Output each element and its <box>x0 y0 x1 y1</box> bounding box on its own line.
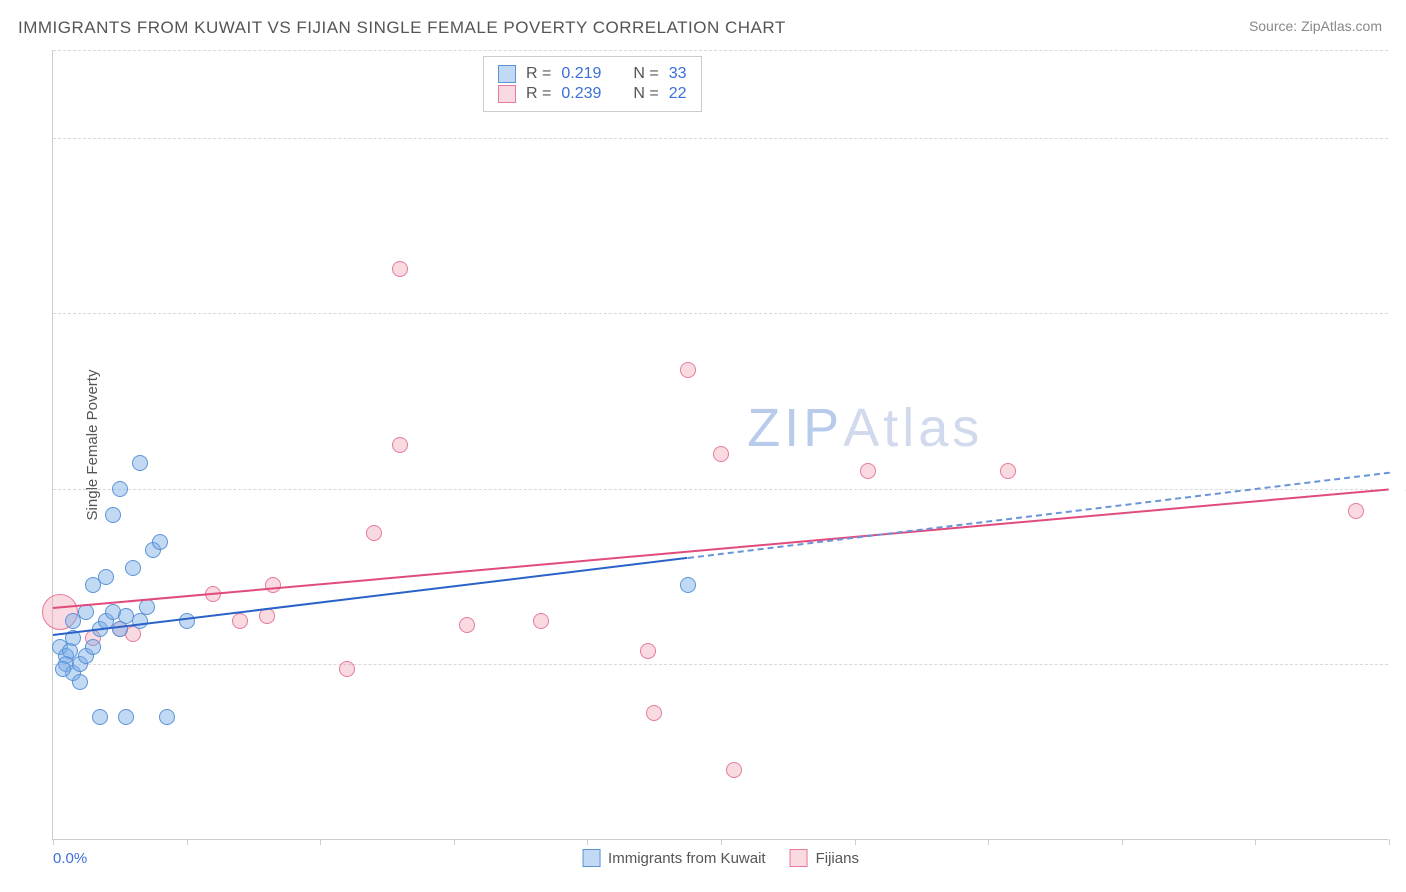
scatter-point-kuwait <box>159 709 175 725</box>
legend-swatch-blue <box>498 65 516 83</box>
xtick-mark <box>53 839 54 845</box>
scatter-point-kuwait <box>152 534 168 550</box>
scatter-point-kuwait <box>55 661 71 677</box>
scatter-point-kuwait <box>125 560 141 576</box>
r-label: R = <box>526 65 551 83</box>
legend-swatch-blue <box>582 849 600 867</box>
r-value: 0.219 <box>561 65 601 83</box>
gridline <box>53 664 1388 665</box>
xtick-mark <box>1122 839 1123 845</box>
scatter-point-fijians <box>232 613 248 629</box>
scatter-point-kuwait <box>112 481 128 497</box>
chart-title: IMMIGRANTS FROM KUWAIT VS FIJIAN SINGLE … <box>18 18 786 38</box>
ytick-label: 80.0% <box>1394 129 1406 146</box>
xtick-mark <box>187 839 188 845</box>
legend-label: Immigrants from Kuwait <box>608 850 766 867</box>
r-label: R = <box>526 85 551 103</box>
legend-stats-row: R = 0.239 N = 22 <box>498 85 687 103</box>
gridline <box>53 489 1388 490</box>
scatter-point-kuwait <box>118 709 134 725</box>
legend-stats: R = 0.219 N = 33 R = 0.239 N = 22 <box>483 56 702 112</box>
watermark: ZIPAtlas <box>747 397 983 459</box>
scatter-point-fijians <box>713 446 729 462</box>
gridline <box>53 313 1388 314</box>
n-label: N = <box>633 65 658 83</box>
yaxis-title: Single Female Poverty <box>84 369 101 520</box>
legend-item: Immigrants from Kuwait <box>582 849 766 867</box>
ytick-label: 40.0% <box>1394 480 1406 497</box>
trendline-fijians <box>53 489 1389 609</box>
scatter-point-fijians <box>726 762 742 778</box>
xtick-mark <box>721 839 722 845</box>
scatter-point-fijians <box>646 705 662 721</box>
legend-stats-row: R = 0.219 N = 33 <box>498 65 687 83</box>
scatter-point-fijians <box>860 463 876 479</box>
plot-area: Single Female Poverty ZIPAtlas R = 0.219… <box>52 50 1388 840</box>
scatter-point-kuwait <box>179 613 195 629</box>
trendline-kuwait-solid <box>53 557 688 636</box>
gridline <box>53 138 1388 139</box>
scatter-point-kuwait <box>105 507 121 523</box>
scatter-point-fijians <box>392 261 408 277</box>
scatter-point-fijians <box>680 362 696 378</box>
legend-bottom: Immigrants from Kuwait Fijians <box>582 849 859 867</box>
legend-swatch-pink <box>790 849 808 867</box>
scatter-point-fijians <box>640 643 656 659</box>
gridline <box>53 50 1388 51</box>
source-label: Source: ZipAtlas.com <box>1249 18 1382 34</box>
scatter-point-kuwait <box>680 577 696 593</box>
scatter-point-kuwait <box>139 599 155 615</box>
scatter-point-fijians <box>392 437 408 453</box>
xaxis-min-label: 0.0% <box>53 850 87 867</box>
scatter-point-kuwait <box>92 709 108 725</box>
xtick-mark <box>1255 839 1256 845</box>
scatter-point-kuwait <box>72 674 88 690</box>
xtick-mark <box>1389 839 1390 845</box>
legend-label: Fijians <box>816 850 859 867</box>
scatter-point-kuwait <box>98 569 114 585</box>
scatter-point-fijians <box>265 577 281 593</box>
xtick-mark <box>320 839 321 845</box>
ytick-label: 60.0% <box>1394 305 1406 322</box>
scatter-point-fijians <box>1000 463 1016 479</box>
scatter-point-fijians <box>459 617 475 633</box>
n-label: N = <box>633 85 658 103</box>
trendline-kuwait-dashed <box>687 471 1389 558</box>
scatter-point-fijians <box>533 613 549 629</box>
scatter-point-fijians <box>339 661 355 677</box>
xtick-mark <box>988 839 989 845</box>
xtick-mark <box>855 839 856 845</box>
scatter-point-kuwait <box>85 639 101 655</box>
legend-item: Fijians <box>790 849 859 867</box>
n-value: 33 <box>669 65 687 83</box>
xtick-mark <box>587 839 588 845</box>
ytick-label: 20.0% <box>1394 656 1406 673</box>
watermark-zip: ZIP <box>747 398 843 458</box>
legend-swatch-pink <box>498 85 516 103</box>
scatter-point-kuwait <box>132 455 148 471</box>
scatter-point-fijians <box>1348 503 1364 519</box>
watermark-atlas: Atlas <box>843 398 983 458</box>
r-value: 0.239 <box>561 85 601 103</box>
n-value: 22 <box>669 85 687 103</box>
xtick-mark <box>454 839 455 845</box>
scatter-point-fijians <box>366 525 382 541</box>
